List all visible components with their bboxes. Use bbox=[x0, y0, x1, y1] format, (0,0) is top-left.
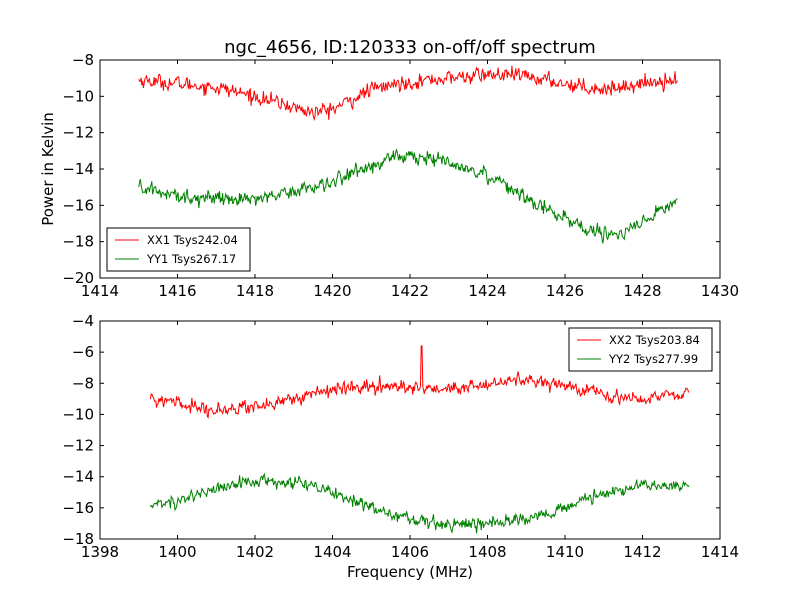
top-series-group bbox=[138, 65, 678, 244]
top-x-tick-label: 1430 bbox=[701, 282, 739, 300]
bottom-y-tick-label: −12 bbox=[62, 437, 94, 455]
bottom-x-tick-label: 1400 bbox=[158, 543, 196, 561]
bottom-y-tick-label: −18 bbox=[62, 530, 94, 548]
bottom-y-tick-label: −6 bbox=[72, 343, 94, 361]
top-y-tick-label: −12 bbox=[62, 124, 94, 142]
top-y-tick-label: −8 bbox=[72, 51, 94, 69]
top-x-tick-label: 1426 bbox=[546, 282, 584, 300]
top-legend: XX1 Tsys242.04 YY1 Tsys267.17 bbox=[106, 227, 251, 272]
top-x-tick-label: 1418 bbox=[236, 282, 274, 300]
bottom-x-tick-label: 1398 bbox=[81, 543, 119, 561]
top-x-tick-label: 1414 bbox=[81, 282, 119, 300]
bottom-spectrum-plot: 1398 1400 1402 1404 1406 1408 1410 1412 1414 −18 −… bbox=[62, 312, 739, 561]
top-y-tick-label: −16 bbox=[62, 196, 94, 214]
bottom-y-tick-label: −14 bbox=[62, 468, 94, 486]
bottom-legend-box bbox=[568, 327, 713, 372]
bottom-x-tick-label: 1408 bbox=[468, 543, 506, 561]
top-x-tick-label: 1416 bbox=[158, 282, 196, 300]
top-y-tick-label: −18 bbox=[62, 233, 94, 251]
bottom-series-line-2 bbox=[149, 472, 690, 534]
bottom-x-tick-label: 1412 bbox=[623, 543, 661, 561]
bottom-series-group bbox=[149, 345, 690, 534]
y-axis-label: Power in Kelvin bbox=[39, 112, 57, 226]
top-y-tick-label: −20 bbox=[62, 269, 94, 287]
top-y-tick-label: −14 bbox=[62, 160, 94, 178]
top-x-tick-label: 1428 bbox=[623, 282, 661, 300]
bottom-x-tick-label: 1406 bbox=[391, 543, 429, 561]
bottom-legend: XX2 Tsys203.84 YY2 Tsys277.99 bbox=[568, 327, 713, 372]
bottom-x-tick-label: 1404 bbox=[313, 543, 351, 561]
top-series-line-2 bbox=[138, 149, 678, 244]
bottom-legend-label-1: XX2 Tsys203.84 bbox=[609, 333, 700, 347]
bottom-x-tick-label: 1410 bbox=[546, 543, 584, 561]
top-spectrum-plot: 1414 1416 1418 1420 1422 1424 1426 1428 1430 −20 −… bbox=[62, 51, 739, 300]
figure-title: ngc_4656, ID:120333 on-off/off spectrum bbox=[224, 37, 596, 58]
bottom-x-tick-label: 1414 bbox=[701, 543, 739, 561]
bottom-x-tick-label: 1402 bbox=[236, 543, 274, 561]
top-legend-label-2: YY1 Tsys267.17 bbox=[146, 252, 236, 266]
top-x-tick-label: 1422 bbox=[391, 282, 429, 300]
top-y-tick-label: −10 bbox=[62, 87, 94, 105]
bottom-y-tick-label: −16 bbox=[62, 499, 94, 517]
bottom-series-line-1 bbox=[149, 345, 690, 419]
top-legend-box bbox=[106, 227, 251, 272]
bottom-legend-label-2: YY2 Tsys277.99 bbox=[608, 352, 698, 366]
x-axis-label: Frequency (MHz) bbox=[347, 563, 473, 581]
top-legend-label-1: XX1 Tsys242.04 bbox=[147, 233, 238, 247]
top-series-line-1 bbox=[138, 65, 678, 122]
bottom-y-tick-label: −10 bbox=[62, 405, 94, 423]
top-x-tick-label: 1424 bbox=[468, 282, 506, 300]
bottom-y-tick-label: −4 bbox=[72, 312, 94, 330]
top-x-tick-label: 1420 bbox=[313, 282, 351, 300]
bottom-y-tick-label: −8 bbox=[72, 374, 94, 392]
